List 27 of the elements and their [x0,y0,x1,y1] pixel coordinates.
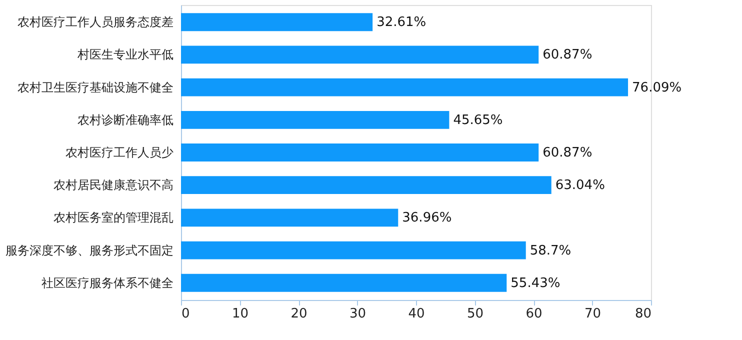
x-tick-label: 0 [182,306,190,322]
x-tick-label: 80 [634,306,652,322]
data-label: 55.43% [510,276,560,291]
data-label: 45.65% [453,112,503,128]
y-tick-label: 农村诊断准确率低 [78,112,174,127]
x-tick-label: 70 [584,306,602,322]
y-tick-label: 农村医务室的管理混乱 [54,210,174,225]
y-tick-label: 农村医疗工作人员少 [66,146,174,160]
x-tick-label: 60 [526,306,542,322]
x-tick-label: 30 [349,306,366,322]
y-tick-label: 农村医疗工作人员服务态度差 [18,15,174,30]
y-tick-label: 社区医疗服务体系不健全 [42,276,174,290]
data-label: 36.96% [402,210,452,226]
x-tick-label: 50 [466,306,484,322]
x-tick-label: 10 [232,306,249,322]
x-tick-label: 20 [290,306,308,322]
y-tick-label: 服务深度不够、服务形式不固定 [6,243,174,258]
x-tick-label: 40 [408,306,425,322]
y-tick-label: 农村居民健康意识不高 [54,178,174,192]
data-label: 58.7% [530,243,572,258]
data-label: 76.09% [632,80,682,96]
data-label: 63.04% [555,178,605,194]
y-tick-label: 村医生专业水平低 [76,48,174,62]
data-label: 60.87% [542,48,592,63]
data-label: 32.61% [376,15,426,30]
data-label: 60.87% [542,146,592,160]
y-tick-label: 农村卫生医疗基础设施不健全 [18,80,174,94]
